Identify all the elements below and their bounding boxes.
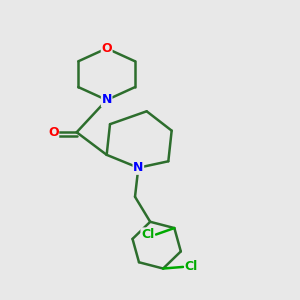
Text: Cl: Cl — [141, 228, 154, 241]
Text: N: N — [133, 161, 143, 174]
Text: O: O — [48, 126, 58, 139]
Text: Cl: Cl — [185, 260, 198, 273]
Text: O: O — [101, 42, 112, 55]
Text: N: N — [101, 94, 112, 106]
